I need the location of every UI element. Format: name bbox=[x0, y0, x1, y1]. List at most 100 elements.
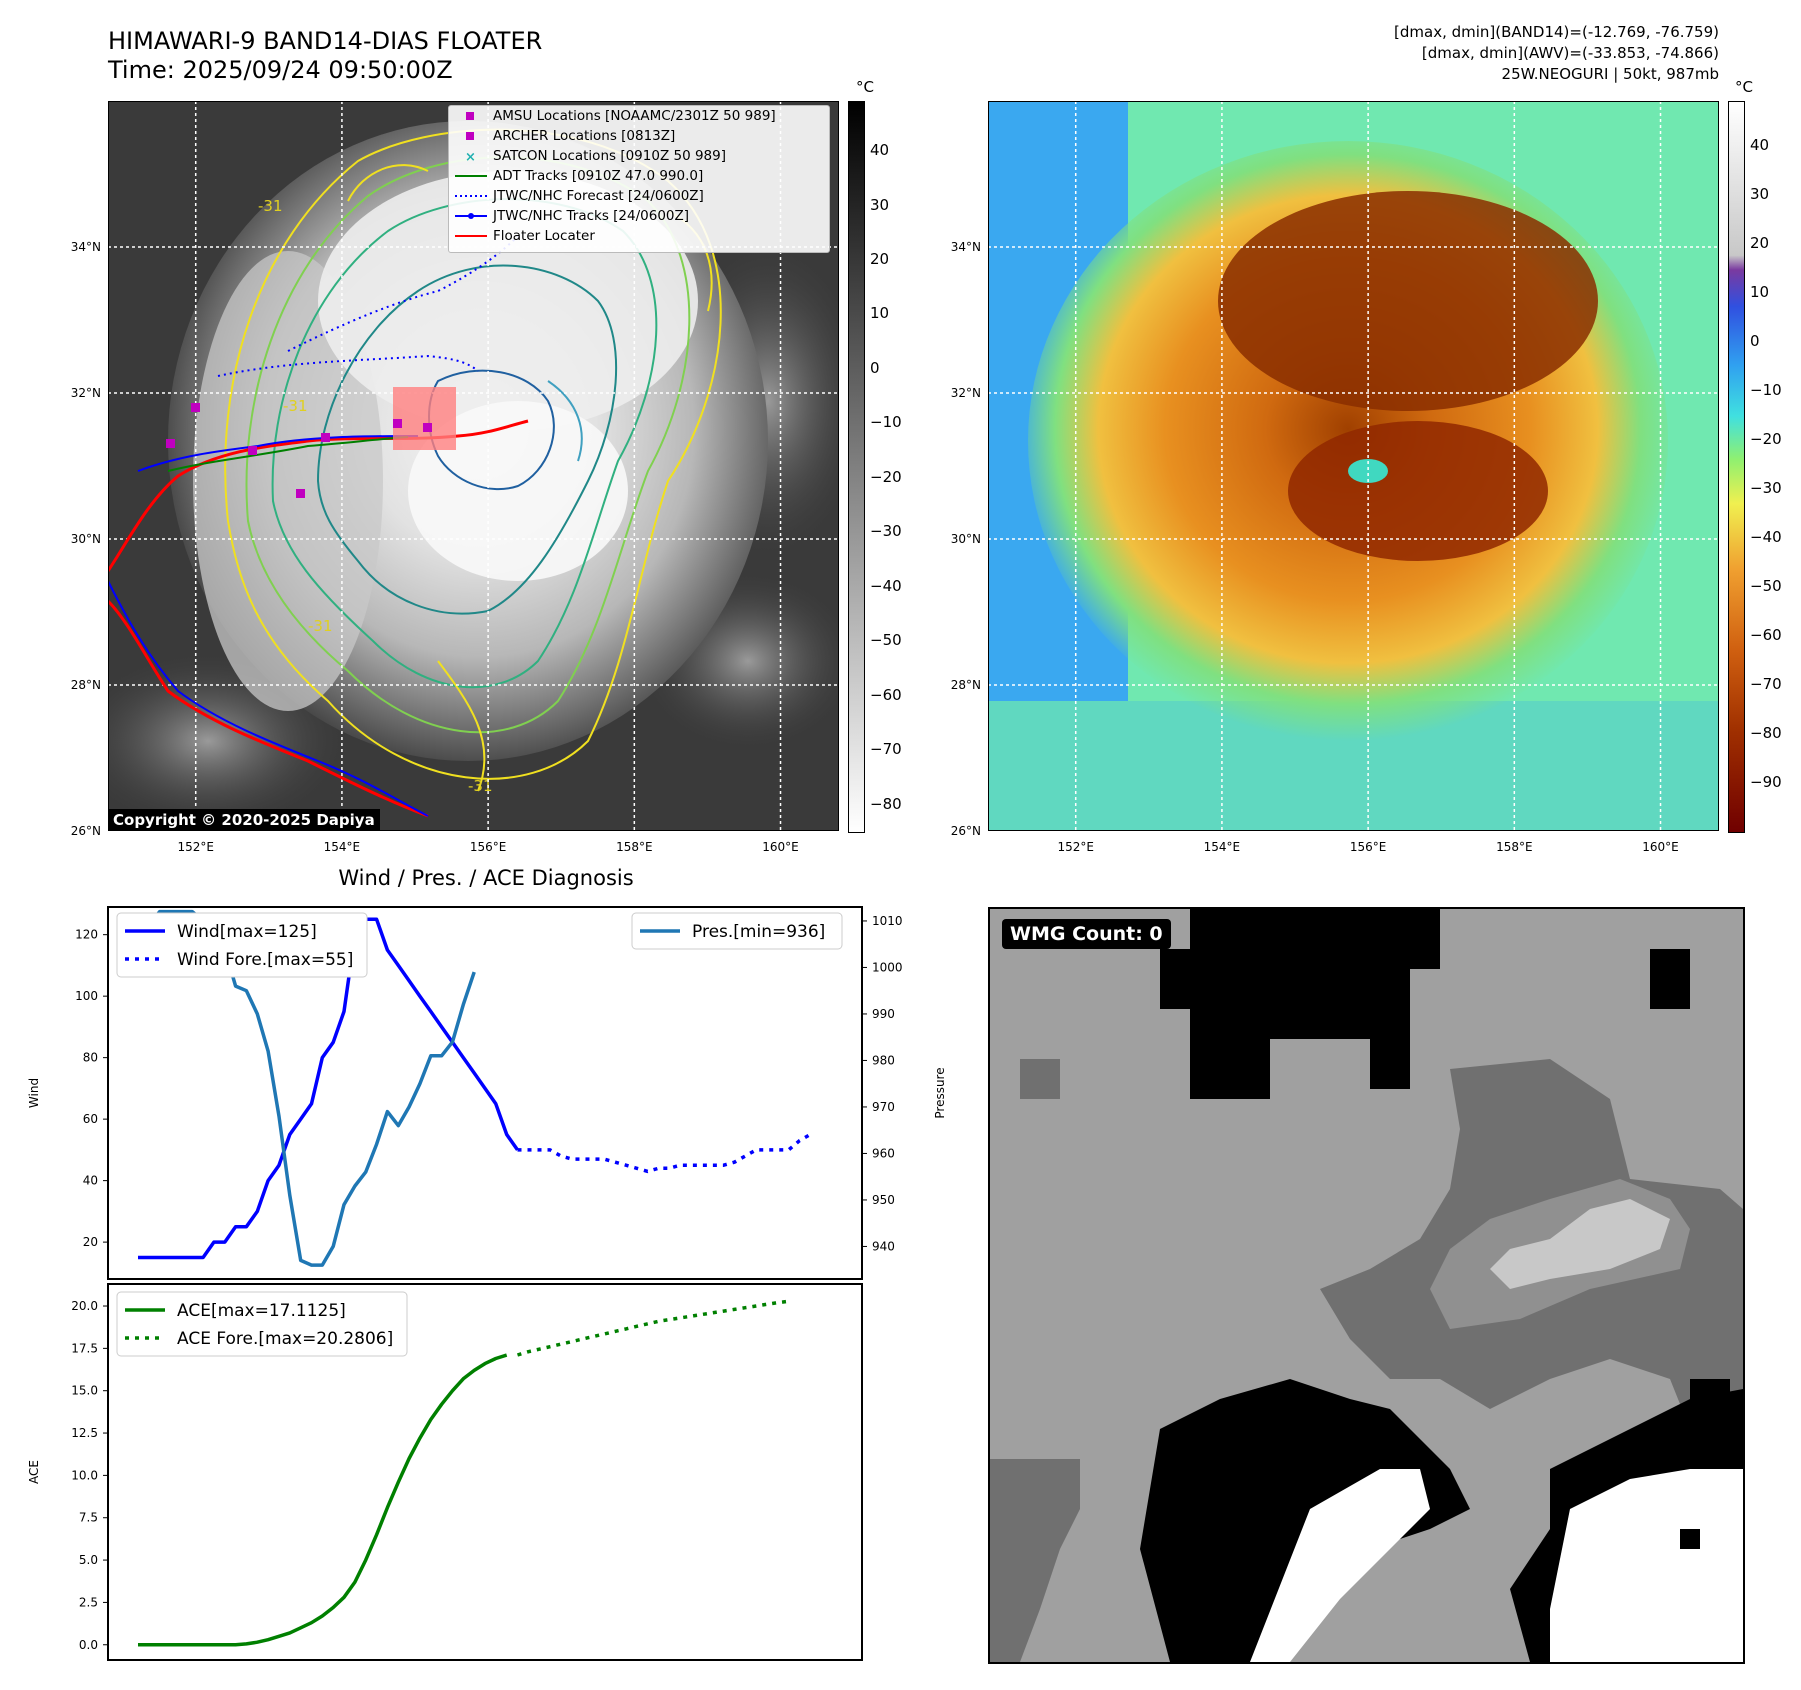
colorbar-tick-label: −40 bbox=[870, 576, 902, 595]
lat-label: 34°N bbox=[950, 240, 981, 254]
lon-label: 156°E bbox=[469, 840, 507, 854]
right-map-lat-labels: 34°N 32°N 30°N 28°N 26°N bbox=[930, 101, 985, 838]
y-tick-label: 12.5 bbox=[71, 1426, 98, 1440]
chart-legend bbox=[116, 1291, 408, 1357]
y2-tick-label: 940 bbox=[872, 1239, 895, 1253]
legend-label: JTWC/NHC Tracks [24/0600Z] bbox=[493, 208, 690, 224]
contour-label: -31 bbox=[468, 777, 493, 795]
series-line bbox=[138, 1353, 508, 1647]
colorbar-tick-label: 10 bbox=[1750, 283, 1770, 302]
lat-label: 34°N bbox=[70, 240, 101, 254]
colorbar-tick-label: 0 bbox=[870, 358, 880, 377]
legend-swatch bbox=[455, 235, 487, 237]
awv-map bbox=[987, 100, 1720, 832]
colorbar-tick-label: 30 bbox=[870, 195, 890, 214]
lon-label: 156°E bbox=[1349, 840, 1387, 854]
legend-item: Floater Locater bbox=[449, 226, 829, 246]
y-tick-label: 5.0 bbox=[79, 1553, 98, 1567]
legend-label: Wind Fore.[max=55] bbox=[177, 950, 353, 970]
legend-label: AMSU Locations [NOAAMC/2301Z 50 989] bbox=[493, 108, 776, 124]
legend-label: ACE[max=17.1125] bbox=[177, 1301, 346, 1321]
y-tick-label: 17.5 bbox=[71, 1341, 98, 1355]
adt-track bbox=[167, 436, 409, 472]
y-tick-label: 15.0 bbox=[71, 1384, 98, 1398]
legend-swatch bbox=[466, 132, 474, 140]
colorbar-tick-label: 40 bbox=[870, 141, 890, 160]
y-tick-label: 80 bbox=[83, 1051, 98, 1065]
wmg-count-badge: WMG Count: 0 bbox=[1002, 919, 1171, 949]
plot-frame bbox=[107, 1283, 863, 1661]
jtwc-track-south bbox=[107, 580, 429, 817]
lon-label: 154°E bbox=[323, 840, 361, 854]
legend-label: Floater Locater bbox=[493, 228, 595, 244]
chart-legend bbox=[116, 912, 368, 978]
lon-label: 154°E bbox=[1203, 840, 1241, 854]
legend-label: Wind[max=125] bbox=[177, 922, 317, 942]
colorbar-tick-label: 40 bbox=[1750, 136, 1770, 155]
right-map-lon-labels: 152°E 154°E 156°E 158°E 160°E bbox=[988, 840, 1719, 860]
wind-pressure-chart: 20 40 60 80 100 120 940 950 960 970 980 990 1000 1010… bbox=[27, 906, 947, 1280]
y-tick-label: 20.0 bbox=[71, 1299, 98, 1313]
map-legend: AMSU Locations [NOAAMC/2301Z 50 989] ARCH… bbox=[448, 105, 830, 253]
legend-label: ADT Tracks [0910Z 47.0 990.0] bbox=[493, 168, 704, 184]
floater-locater-track bbox=[106, 419, 529, 572]
series-line bbox=[517, 1132, 812, 1174]
lon-label: 160°E bbox=[762, 840, 799, 854]
lat-label: 28°N bbox=[950, 678, 981, 692]
legend-item: AMSU Locations [NOAAMC/2301Z 50 989] bbox=[449, 106, 829, 126]
floater-locater-track-2 bbox=[106, 599, 429, 818]
y2-tick-label: 960 bbox=[872, 1146, 895, 1160]
colorbar-tick-label: 20 bbox=[870, 249, 890, 268]
legend-swatch bbox=[455, 213, 487, 219]
colorbar-tick-label: 10 bbox=[870, 304, 890, 323]
wmg-panel: WMG Count: 0 bbox=[988, 907, 1745, 1664]
colorbar-tick-label: −60 bbox=[870, 685, 902, 704]
forecast-track-1 bbox=[217, 354, 479, 377]
figure-title-line2: Time: 2025/09/24 09:50:00Z bbox=[108, 56, 453, 84]
colorbar-tick-label: −50 bbox=[1750, 577, 1782, 596]
y2-tick-label: 950 bbox=[872, 1193, 895, 1207]
lat-label: 32°N bbox=[950, 386, 981, 400]
ace-chart: 0.0 2.5 5.0 7.5 10.0 12.5 15.0 17.5 20.0 ACE ACE[m… bbox=[27, 1283, 863, 1661]
plot-frame bbox=[107, 906, 863, 1280]
legend-swatch bbox=[455, 175, 487, 177]
jtwc-track bbox=[137, 435, 419, 472]
forecast-track-2 bbox=[287, 235, 519, 352]
lat-label: 30°N bbox=[950, 532, 981, 546]
legend-swatch bbox=[466, 112, 474, 120]
y-axis-label: Wind bbox=[27, 1078, 41, 1108]
svg-text:×: × bbox=[465, 150, 476, 165]
contour-label: -31 bbox=[258, 197, 283, 215]
colorbar-tick-label: −70 bbox=[1750, 675, 1782, 694]
colorbar-tick-label: 20 bbox=[1750, 234, 1770, 253]
colorbar-right bbox=[1728, 101, 1745, 833]
awv-map-panel bbox=[987, 100, 1720, 832]
storm-info: 25W.NEOGURI | 50kt, 987mb bbox=[1501, 65, 1719, 83]
lon-label: 152°E bbox=[1057, 840, 1094, 854]
legend-label: SATCON Locations [0910Z 50 989] bbox=[493, 148, 726, 164]
y2-tick-label: 980 bbox=[872, 1053, 895, 1067]
lat-label: 32°N bbox=[70, 386, 101, 400]
lon-label: 152°E bbox=[177, 840, 214, 854]
y-tick-label: 120 bbox=[75, 928, 98, 942]
colorbar-tick-label: −70 bbox=[870, 740, 902, 759]
legend-item: ARCHER Locations [0813Z] bbox=[449, 126, 829, 146]
legend-label: ARCHER Locations [0813Z] bbox=[493, 128, 676, 144]
y-tick-label: 100 bbox=[75, 989, 98, 1003]
contour-label: -31 bbox=[283, 397, 308, 415]
lat-label: 28°N bbox=[70, 678, 101, 692]
colorbar-tick-label: −10 bbox=[1750, 381, 1782, 400]
y2-tick-label: 970 bbox=[872, 1100, 895, 1114]
y-tick-label: 2.5 bbox=[79, 1595, 98, 1609]
colorbar-tick-label: −90 bbox=[1750, 773, 1782, 791]
legend-label: Pres.[min=936] bbox=[692, 922, 825, 942]
legend-item: JTWC/NHC Forecast [24/0600Z] bbox=[449, 186, 829, 206]
colorbar-tick-label: −40 bbox=[1750, 528, 1782, 547]
colorbar-tick-label: −20 bbox=[870, 467, 902, 486]
y-axis-label: ACE bbox=[27, 1460, 41, 1484]
colorbar-tick-label: −60 bbox=[1750, 626, 1782, 645]
colorbar-tick-label: 0 bbox=[1750, 332, 1760, 351]
colorbar-tick-label: 30 bbox=[1750, 185, 1770, 204]
lon-label: 158°E bbox=[616, 840, 653, 854]
figure-title-line1: HIMAWARI-9 BAND14-DIAS FLOATER bbox=[108, 27, 543, 55]
